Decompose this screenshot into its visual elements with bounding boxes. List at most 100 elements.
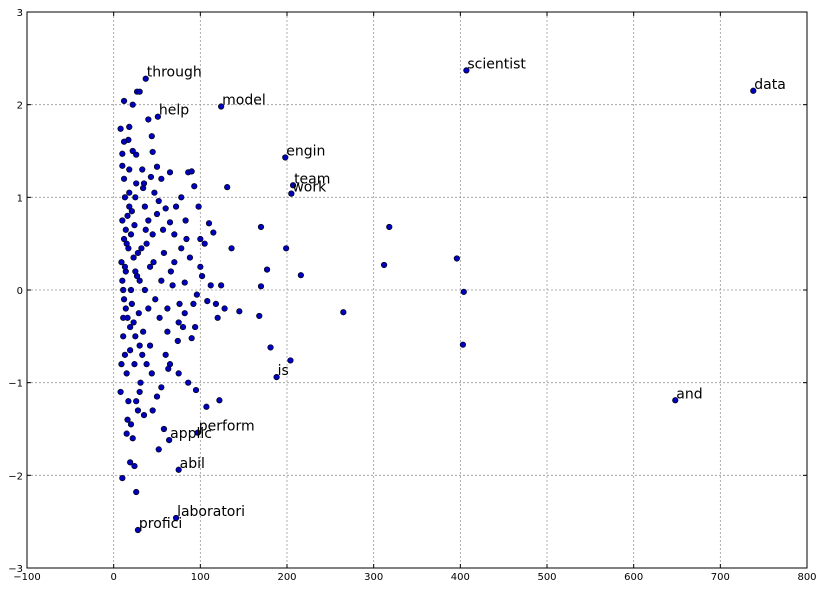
data-point: [140, 412, 148, 419]
point-annotation: help: [159, 103, 189, 119]
data-point: [138, 245, 145, 252]
data-point: [149, 407, 156, 414]
data-point: [176, 300, 183, 308]
data-point: [127, 286, 135, 294]
data-point: [197, 235, 204, 243]
data-point: [171, 231, 178, 238]
data-point: [340, 309, 347, 316]
data-point: [174, 337, 181, 345]
data-point: [459, 341, 467, 348]
data-point: [159, 226, 167, 233]
data-point: [135, 310, 142, 317]
data-point: [120, 138, 128, 145]
data-point: [136, 342, 143, 349]
data-point: [125, 398, 132, 405]
x-tick-label: 300: [364, 572, 383, 583]
data-point: [218, 103, 225, 110]
data-point: [143, 240, 150, 247]
data-point: [178, 194, 185, 201]
data-point: [212, 300, 220, 308]
data-point: [119, 162, 126, 169]
data-point: [128, 208, 135, 215]
data-point: [172, 203, 180, 210]
data-point: [120, 286, 127, 294]
data-point: [147, 173, 155, 181]
data-point: [140, 328, 147, 335]
data-point: [287, 357, 294, 364]
data-point: [256, 312, 263, 320]
y-tick-label: 3: [17, 8, 23, 19]
data-point: [117, 388, 124, 396]
data-point: [124, 212, 131, 219]
data-point: [131, 222, 138, 229]
y-tick-label: −1: [8, 379, 23, 390]
point-annotation: engin: [286, 143, 325, 159]
data-point: [191, 183, 198, 190]
data-point: [127, 459, 134, 466]
data-point: [153, 210, 161, 218]
data-point: [166, 169, 174, 176]
data-point: [193, 291, 200, 298]
data-point: [126, 166, 133, 173]
data-point: [155, 197, 162, 205]
data-point: [136, 88, 143, 95]
data-point: [218, 282, 225, 289]
data-point: [119, 475, 126, 482]
y-tick-label: 1: [17, 193, 23, 204]
data-point: [207, 282, 214, 289]
data-point: [380, 261, 388, 269]
data-point: [257, 223, 265, 231]
data-point: [221, 305, 228, 312]
y-tick-label: 2: [17, 101, 23, 112]
data-point: [142, 75, 149, 82]
data-point: [160, 425, 168, 433]
data-point: [121, 194, 129, 201]
data-point: [194, 429, 201, 436]
axis-ticks: −100 0 100 200 300 400 500 600 700 800 −3 −2 −1 0 1 2 3: [8, 8, 816, 583]
data-point: [122, 226, 129, 233]
data-point: [186, 254, 194, 261]
data-point: [134, 526, 142, 534]
data-point: [167, 268, 174, 275]
data-point: [136, 277, 143, 284]
data-point: [197, 263, 204, 270]
data-point: [129, 435, 136, 442]
data-point: [283, 245, 290, 252]
data-point: [198, 273, 206, 280]
data-point: [128, 300, 135, 308]
data-point: [152, 296, 159, 303]
data-point: [224, 184, 231, 191]
data-point: [120, 175, 128, 182]
data-point: [145, 305, 152, 312]
point-annotation: through: [147, 65, 202, 81]
data-point: [121, 263, 129, 270]
data-point: [130, 319, 137, 326]
data-point: [129, 101, 136, 108]
data-point: [156, 314, 163, 321]
data-point: [146, 263, 154, 270]
data-point: [118, 259, 125, 266]
x-tick-label: 200: [277, 572, 296, 583]
data-point: [148, 133, 155, 140]
point-annotation: applic: [170, 426, 212, 442]
point-annotations: data scientist through model help engin teamwo…: [139, 56, 786, 532]
data-point: [119, 277, 126, 284]
data-point: [141, 203, 148, 210]
data-point: [123, 430, 130, 437]
data-point: [160, 249, 168, 257]
data-point: [121, 351, 129, 358]
data-point: [181, 279, 188, 286]
data-point: [162, 205, 169, 212]
x-tick-label: 500: [537, 572, 556, 583]
data-point: [130, 254, 137, 261]
point-annotation: team: [294, 171, 330, 187]
data-point: [132, 333, 139, 340]
data-point: [181, 310, 188, 317]
data-point: [139, 166, 146, 173]
data-point: [175, 370, 182, 377]
data-point: [453, 255, 460, 262]
data-point: [188, 335, 195, 342]
data-point: [120, 97, 128, 105]
data-point: [149, 148, 156, 156]
